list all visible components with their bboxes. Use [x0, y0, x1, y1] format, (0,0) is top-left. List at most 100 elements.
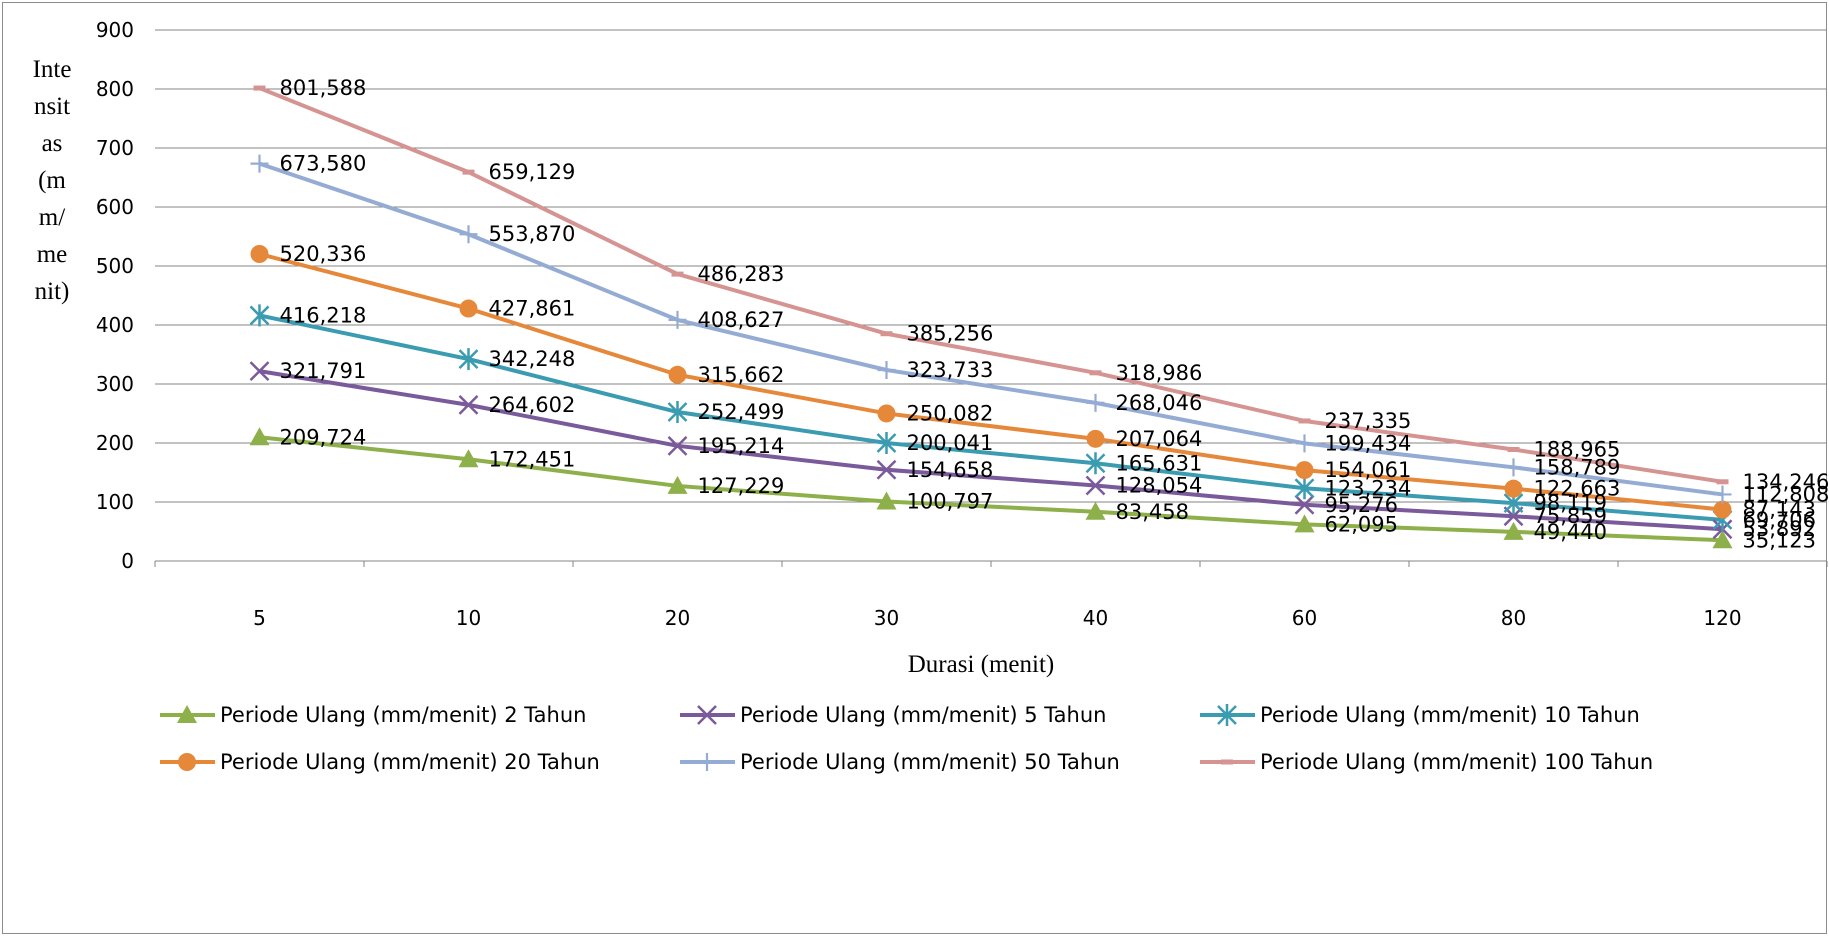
- data-label: 53,892: [1743, 517, 1816, 541]
- data-label: 207,064: [1116, 427, 1203, 451]
- data-label: 122,663: [1534, 477, 1621, 501]
- x-tick-label: 80: [1501, 606, 1526, 630]
- data-point-marker: [253, 85, 266, 91]
- data-label: 83,458: [1116, 500, 1189, 524]
- data-point-marker: [1294, 477, 1315, 500]
- legend-item: Periode Ulang (mm/menit) 2 Tahun: [160, 703, 586, 727]
- data-label: 100,797: [907, 490, 994, 514]
- data-point-marker: [249, 361, 270, 382]
- data-label: 427,861: [489, 297, 576, 321]
- data-label: 95,276: [1325, 493, 1398, 517]
- data-label: 250,082: [907, 401, 994, 425]
- data-label: 75,859: [1534, 504, 1607, 528]
- data-point-marker: [1507, 447, 1520, 453]
- x-axis-ticks: 5 10 20 30 40 60 80 120: [154, 561, 1828, 630]
- legend-label: Periode Ulang (mm/menit) 2 Tahun: [220, 703, 586, 727]
- y-tick-label: 800: [96, 77, 134, 101]
- data-point-marker: [698, 753, 716, 771]
- data-label: 553,870: [489, 222, 576, 246]
- series-line: [258, 252, 1723, 512]
- data-label: 128,054: [1116, 473, 1203, 497]
- data-point-marker: [1295, 434, 1314, 453]
- data-point-marker: [178, 753, 196, 771]
- series-lines: [258, 86, 1723, 543]
- legend-item: Periode Ulang (mm/menit) 50 Tahun: [680, 750, 1120, 774]
- data-point-marker: [250, 245, 269, 264]
- data-label: 318,986: [1116, 361, 1203, 385]
- legend-label: Periode Ulang (mm/menit) 10 Tahun: [1260, 703, 1640, 727]
- data-point-marker: [667, 401, 688, 424]
- data-label: 172,451: [489, 447, 576, 471]
- data-label: 87,143: [1743, 498, 1816, 522]
- data-point-marker: [667, 475, 688, 494]
- data-point-marker: [249, 427, 270, 446]
- data-point-marker: [1298, 418, 1311, 424]
- data-point-marker: [1713, 500, 1732, 519]
- x-tick-label: 60: [1292, 606, 1317, 630]
- legend-item: Periode Ulang (mm/menit) 10 Tahun: [1200, 703, 1640, 727]
- data-label: 385,256: [907, 322, 994, 346]
- data-point-marker: [1503, 521, 1524, 540]
- data-point-marker: [249, 304, 270, 327]
- data-point-marker: [1089, 370, 1102, 376]
- data-point-marker: [877, 404, 896, 423]
- y-tick-label: 500: [96, 254, 134, 278]
- legend-item: Periode Ulang (mm/menit) 100 Tahun: [1200, 750, 1653, 774]
- data-label: 408,627: [698, 308, 785, 332]
- data-label: 134,246: [1743, 470, 1829, 494]
- data-label: 165,631: [1116, 451, 1203, 475]
- y-tick-label: 100: [96, 490, 134, 514]
- data-label: 801,588: [280, 76, 367, 100]
- data-point-marker: [177, 705, 197, 723]
- legend: Periode Ulang (mm/menit) 2 Tahun Periode …: [160, 703, 1653, 774]
- series-line: [258, 86, 1723, 484]
- data-label: 158,789: [1534, 455, 1621, 479]
- y-axis-title-line: Inte: [33, 56, 72, 83]
- data-point-marker: [458, 395, 479, 415]
- x-tick-label: 5: [253, 606, 266, 630]
- data-label: 416,218: [280, 303, 367, 327]
- legend-label: Periode Ulang (mm/menit) 50 Tahun: [740, 750, 1120, 774]
- data-label: 123,234: [1325, 476, 1412, 500]
- y-axis-title-line: me: [37, 241, 68, 268]
- y-tick-label: 300: [96, 372, 134, 396]
- data-point-marker: [1085, 475, 1106, 496]
- data-label: 673,580: [280, 152, 367, 176]
- y-axis-title-line: nit): [35, 278, 70, 305]
- y-tick-label: 600: [96, 195, 134, 219]
- y-tick-label: 0: [121, 549, 134, 573]
- data-point-marker: [1504, 479, 1523, 498]
- data-point-marker: [1716, 479, 1729, 485]
- y-axis-title-line: as: [42, 130, 63, 157]
- data-point-marker: [1294, 494, 1315, 515]
- data-point-marker: [668, 310, 687, 329]
- legend-item: Periode Ulang (mm/menit) 5 Tahun: [680, 703, 1106, 727]
- data-point-marker: [1295, 461, 1314, 480]
- data-label: 188,965: [1534, 438, 1621, 462]
- data-label: 154,658: [907, 458, 994, 482]
- data-point-marker: [250, 154, 269, 173]
- legend-label: Periode Ulang (mm/menit) 5 Tahun: [740, 703, 1106, 727]
- data-label: 200,041: [907, 431, 994, 455]
- y-axis-title-line: m/: [39, 204, 65, 231]
- data-point-marker: [876, 431, 897, 454]
- data-point-marker: [876, 491, 897, 510]
- data-point-marker: [697, 705, 717, 725]
- data-label: 62,095: [1325, 512, 1398, 536]
- data-label: 659,129: [489, 160, 576, 184]
- x-tick-label: 40: [1083, 606, 1108, 630]
- data-label: 264,602: [489, 393, 576, 417]
- data-label: 154,061: [1325, 458, 1412, 482]
- data-label: 98,119: [1534, 491, 1607, 515]
- data-point-marker: [459, 299, 478, 318]
- y-tick-label: 200: [96, 431, 134, 455]
- data-label: 342,248: [489, 347, 576, 371]
- y-tick-label: 700: [96, 136, 134, 160]
- data-point-marker: [1712, 530, 1733, 549]
- data-point-marker: [1085, 452, 1106, 475]
- series-markers: [249, 85, 1733, 549]
- data-label: 486,283: [698, 262, 785, 286]
- data-point-marker: [458, 348, 479, 371]
- data-label: 209,724: [280, 425, 367, 449]
